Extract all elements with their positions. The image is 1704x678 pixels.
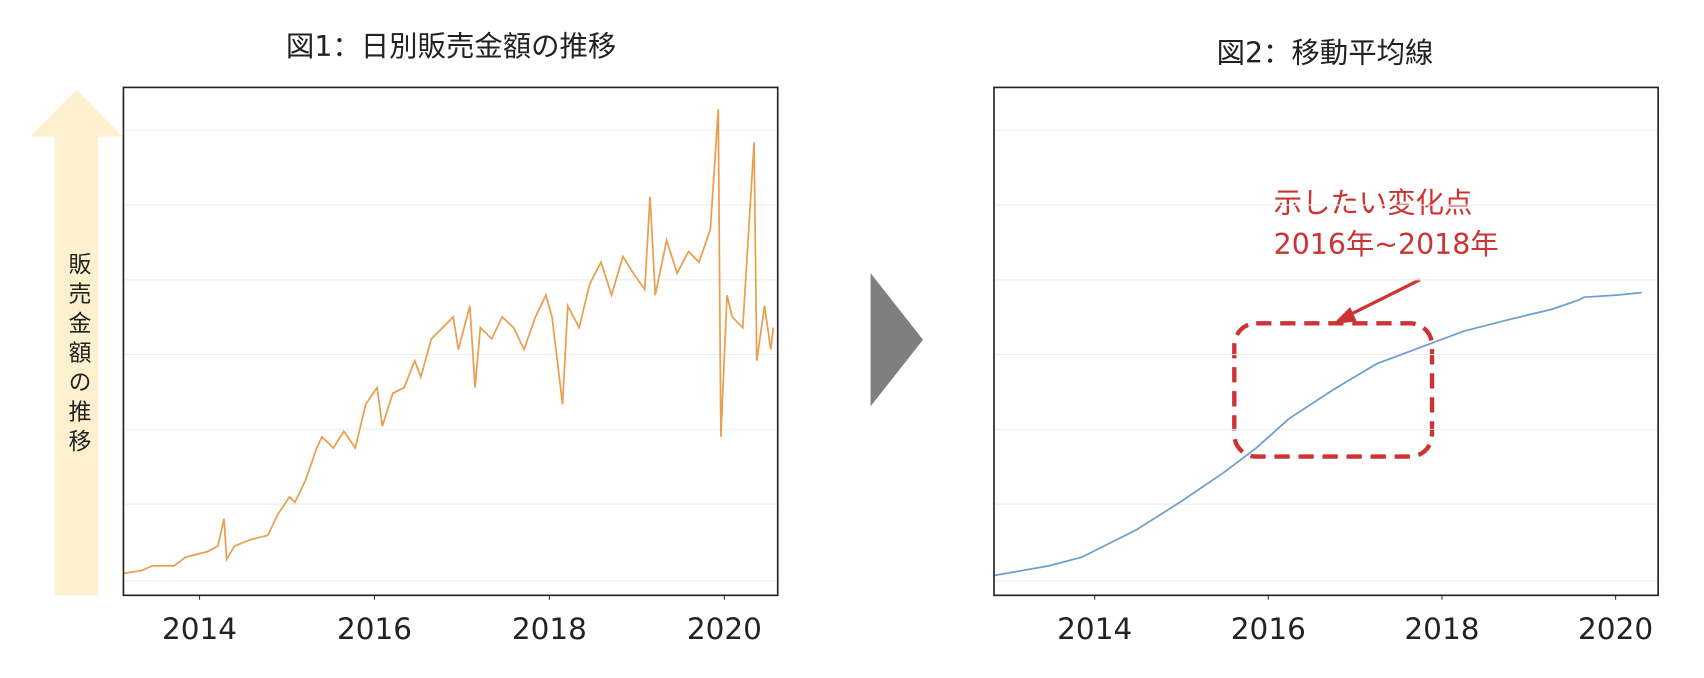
plot-frame: [993, 86, 1659, 597]
x-tick-label: 2016: [337, 612, 412, 646]
chart-title: 図1：日別販売金額の推移: [286, 30, 616, 63]
chart-title: 図2：移動平均線: [1217, 37, 1434, 70]
x-tick-label: 2018: [1404, 612, 1479, 646]
plot-frame: [122, 86, 779, 597]
y-axis-label: 販売金額の推移: [64, 252, 91, 458]
highlight-box: [1232, 321, 1435, 459]
annotation: 2016年~2018年: [1274, 228, 1499, 261]
x-tick-label: 2014: [1057, 612, 1132, 646]
x-tick-label: 2018: [512, 612, 587, 646]
annotation: 示したい変化点: [1274, 186, 1473, 219]
arrow-shape: [870, 273, 923, 407]
x-tick-label: 2020: [687, 612, 762, 646]
x-tick-label: 2014: [162, 612, 237, 646]
annotation-arrowhead: [1332, 306, 1357, 325]
x-tick-label: 2016: [1231, 612, 1306, 646]
data-line: [123, 109, 775, 575]
x-tick-label: 2020: [1578, 612, 1653, 646]
y-arrow: [30, 89, 123, 596]
annotation-arrow: [1344, 278, 1421, 319]
data-line: [993, 291, 1642, 577]
